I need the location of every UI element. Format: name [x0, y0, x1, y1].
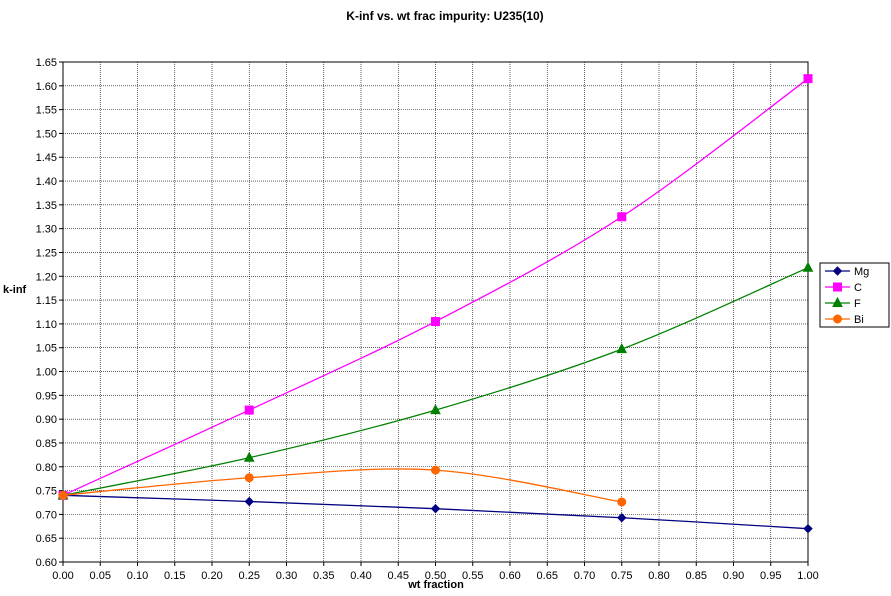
- data-point-bi: [58, 490, 68, 500]
- legend-item-bi: Bi: [825, 314, 864, 326]
- y-tick-label: 1.20: [36, 271, 57, 283]
- y-tick-label: 1.15: [36, 295, 57, 307]
- y-tick-label: 1.30: [36, 224, 57, 236]
- data-point-c: [803, 74, 813, 84]
- y-tick-label: 1.25: [36, 247, 57, 259]
- x-tick-label: 0.60: [499, 570, 520, 582]
- x-tick-label: 0.15: [164, 570, 185, 582]
- x-tick-label: 0.85: [686, 570, 707, 582]
- x-tick-label: 0.80: [648, 570, 669, 582]
- x-tick-label: 0.90: [723, 570, 744, 582]
- x-tick-label: 0.50: [425, 570, 446, 582]
- y-tick-label: 1.35: [36, 200, 57, 212]
- series-bi: [58, 465, 627, 507]
- y-tick-label: 0.95: [36, 390, 57, 402]
- data-point-mg: [244, 496, 254, 507]
- x-tick-labels: 0.00 0.05 0.10 0.15 0.20 0.25 0.30 0.35 0.40 0.45…: [52, 570, 818, 582]
- legend-label-c: C: [854, 282, 862, 294]
- y-tick-label: 1.60: [36, 81, 57, 93]
- y-tick-label: 1.55: [36, 105, 57, 117]
- data-point-mg: [430, 503, 441, 514]
- y-tick-label: 0.80: [36, 462, 57, 474]
- legend-label-f: F: [854, 298, 861, 310]
- x-tick-label: 0.25: [239, 570, 260, 582]
- x-tick-label: 1.00: [797, 570, 818, 582]
- y-tick-labels: 0.60 0.65 0.70 0.75 0.80 0.85 0.90 0.95 1.00 1.05…: [36, 57, 57, 569]
- x-tick-label: 0.55: [462, 570, 483, 582]
- y-tick-label: 1.50: [36, 128, 57, 140]
- legend-item-f: F: [825, 296, 861, 310]
- series-layer: [57, 74, 814, 534]
- data-point-f: [802, 261, 814, 272]
- y-tick-label: 0.60: [36, 557, 57, 569]
- x-tick-label: 0.70: [574, 570, 595, 582]
- y-tick-label: 1.10: [36, 319, 57, 331]
- x-tick-label: 0.00: [52, 570, 73, 582]
- data-point-bi: [244, 473, 254, 483]
- y-tick-label: 1.45: [36, 152, 57, 164]
- y-axis-label: k-inf: [3, 284, 27, 296]
- x-axis-label: wt fraction: [407, 579, 464, 591]
- data-point-c: [617, 212, 627, 222]
- chart-title: K-inf vs. wt frac impurity: U235(10): [346, 9, 543, 23]
- data-point-mg: [803, 523, 813, 534]
- y-tick-label: 0.90: [36, 414, 57, 426]
- x-tick-label: 0.10: [127, 570, 148, 582]
- legend: Mg CF Bi: [819, 262, 890, 328]
- x-tick-label: 0.35: [313, 570, 334, 582]
- data-point-c: [244, 405, 254, 415]
- y-tick-label: 0.75: [36, 486, 57, 498]
- plot-border: [62, 61, 809, 563]
- legend-marker-c: [833, 282, 842, 292]
- x-tick-label: 0.45: [388, 570, 409, 582]
- y-tick-label: 1.65: [36, 57, 57, 69]
- data-point-f: [616, 343, 628, 354]
- x-tick-label: 0.65: [537, 570, 558, 582]
- legend-label-bi: Bi: [854, 314, 864, 326]
- y-tick-label: 1.05: [36, 343, 57, 355]
- data-point-bi: [431, 465, 440, 475]
- x-tick-label: 0.05: [90, 570, 111, 582]
- legend-marker-mg: [832, 266, 843, 276]
- y-tick-label: 1.40: [36, 176, 57, 188]
- x-tick-label: 0.75: [611, 570, 632, 582]
- data-point-bi: [617, 497, 627, 507]
- x-tick-label: 0.30: [276, 570, 297, 582]
- series-line-bi: [62, 468, 622, 503]
- data-point-f: [430, 404, 441, 415]
- data-point-f: [243, 451, 255, 462]
- legend-label-mg: Mg: [854, 266, 869, 278]
- legend-item-mg: Mg: [825, 266, 869, 278]
- grid: [59, 61, 809, 566]
- data-point-mg: [617, 513, 627, 523]
- x-tick-label: 0.40: [350, 570, 371, 582]
- y-tick-label: 0.70: [36, 509, 57, 521]
- legend-item-c: C: [825, 282, 862, 294]
- y-tick-label: 0.85: [36, 438, 57, 450]
- legend-marker-f: [832, 296, 843, 307]
- x-tick-label: 0.95: [760, 570, 781, 582]
- x-tick-label: 0.20: [201, 570, 222, 582]
- y-tick-label: 1.00: [36, 367, 57, 379]
- legend-box: [819, 262, 890, 328]
- legend-marker-bi: [833, 314, 842, 324]
- y-tick-label: 0.65: [36, 533, 57, 545]
- data-point-c: [431, 317, 440, 327]
